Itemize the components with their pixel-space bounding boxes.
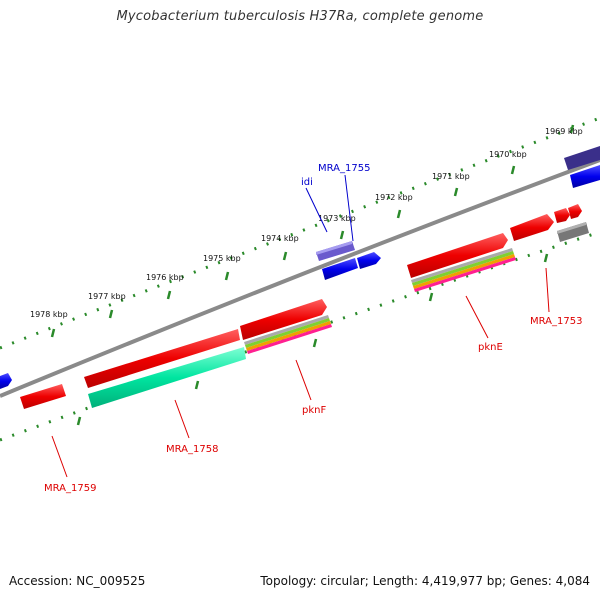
ruler-label: 1973 kbp: [318, 214, 356, 223]
genome-summary-text: Topology: circular; Length: 4,419,977 bp…: [260, 574, 590, 588]
ruler-label: 1974 kbp: [261, 234, 299, 243]
ruler-label: 1978 kbp: [30, 310, 68, 319]
leader-line: [174, 399, 190, 439]
ruler-label: 1972 kbp: [375, 193, 413, 202]
leader-line: [545, 267, 550, 313]
gene-pknf-feature[interactable]: [240, 299, 332, 354]
ruler-label: 1976 kbp: [146, 273, 184, 282]
gene-outer-purple-feature[interactable]: [564, 146, 600, 170]
gene-label-idi[interactable]: idi: [301, 177, 313, 188]
gene-label-mra-1753[interactable]: MRA_1753: [530, 316, 582, 327]
gene-mra-1759-feature[interactable]: [20, 384, 66, 409]
gene-mra-1756-feature[interactable]: [322, 258, 358, 280]
gene-mra-1758-feature[interactable]: [88, 347, 246, 408]
gene-label-pknf[interactable]: pknF: [302, 405, 326, 416]
ruler-label: 1971 kbp: [432, 172, 470, 181]
leader-line: [465, 295, 489, 339]
gene-label-mra-1759[interactable]: MRA_1759: [44, 483, 96, 494]
gene-label-pkne[interactable]: pknE: [478, 342, 503, 353]
genome-backbone: [0, 158, 600, 398]
gene-mra-1755-feature[interactable]: [316, 241, 355, 261]
ruler-label: 1969 kbp: [545, 127, 583, 136]
gene-left-blue-feature[interactable]: [0, 373, 12, 389]
leader-line: [344, 174, 354, 242]
accession-text: Accession: NC_009525: [9, 574, 146, 588]
ruler-major-ticks: [50, 124, 575, 426]
ruler-label: 1977 kbp: [88, 292, 126, 301]
leader-line: [305, 187, 328, 233]
gene-label-mra-1758[interactable]: MRA_1758: [166, 444, 218, 455]
map-title: Mycobacterium tuberculosis H37Ra, comple…: [116, 9, 484, 24]
leader-line: [51, 435, 68, 478]
gene-mra-1757-feature[interactable]: [84, 329, 240, 388]
gene-pkne-feature[interactable]: [407, 233, 516, 292]
gene-label-mra-1755[interactable]: MRA_1755: [318, 163, 370, 174]
gene-gray-feature[interactable]: [557, 222, 589, 242]
gene-idi-feature[interactable]: [357, 252, 381, 269]
gene-outer-blue-feature[interactable]: [570, 165, 600, 188]
gene-mra-1753-feature[interactable]: [510, 204, 582, 241]
ruler-label: 1970 kbp: [489, 150, 527, 159]
leader-line: [295, 359, 312, 401]
ruler-label: 1975 kbp: [203, 254, 241, 263]
